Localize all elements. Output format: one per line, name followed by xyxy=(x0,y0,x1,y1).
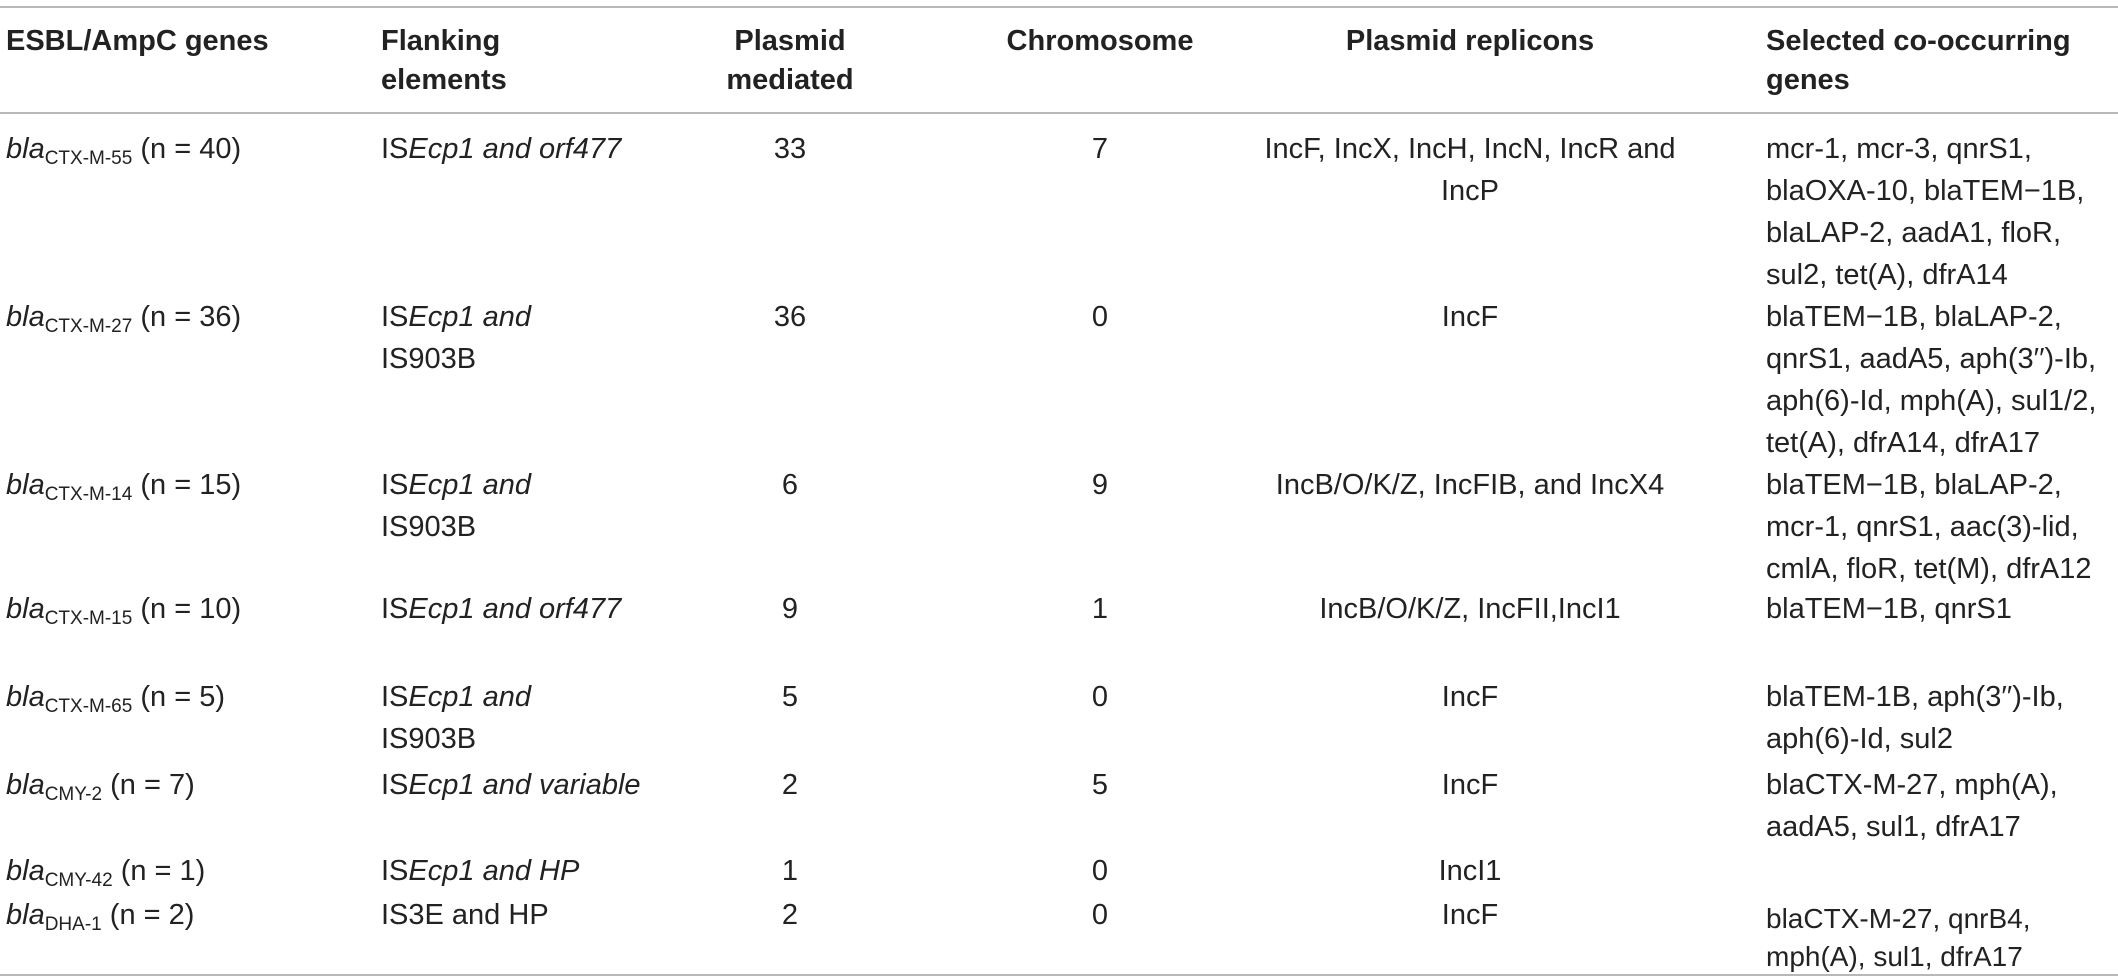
flanking-cell: ISEcp1 and HP xyxy=(381,855,580,887)
plasmid-count: 33 xyxy=(773,133,807,165)
header-chromosome: Chromosome xyxy=(1006,25,1194,57)
plasmid-count: 5 xyxy=(781,681,799,713)
flanking-cell: ISEcp1 and IS903B xyxy=(381,301,531,375)
flanking-cell: ISEcp1 and IS903B xyxy=(381,469,531,543)
gene-cell: blaDHA-1 (n = 2) xyxy=(6,899,195,935)
plasmid-count: 9 xyxy=(781,593,799,625)
table-header-rule xyxy=(0,112,2118,114)
table-bottom-rule xyxy=(0,974,2118,976)
replicons-cell: IncB/O/K/Z, IncFII,IncI1 xyxy=(1319,593,1621,625)
flanking-cell: ISEcp1 and variable xyxy=(381,769,641,801)
plasmid-count: 2 xyxy=(781,769,799,801)
chromosome-count: 7 xyxy=(1091,133,1109,165)
replicons-cell: IncF xyxy=(1441,899,1499,931)
flanking-cell: ISEcp1 and IS903B xyxy=(381,681,531,755)
gene-cell: blaCMY-2 (n = 7) xyxy=(6,769,195,805)
replicons-cell: IncF xyxy=(1441,301,1499,333)
replicons-cell: IncF xyxy=(1441,769,1499,801)
replicons-cell: IncB/O/K/Z, IncFIB, and IncX4 xyxy=(1275,469,1665,501)
gene-cell: blaCTX-M-15 (n = 10) xyxy=(6,593,242,629)
co-occurring-cell: mcr-1, mcr-3, qnrS1, blaOXA-10, blaTEM−1… xyxy=(1766,133,2085,291)
gene-cell: blaCTX-M-14 (n = 15) xyxy=(6,469,242,505)
replicons-cell: IncF, IncX, IncH, IncN, IncR and IncP xyxy=(1264,133,1676,207)
chromosome-count: 1 xyxy=(1091,593,1109,625)
gene-cell: blaCTX-M-55 (n = 40) xyxy=(6,133,242,169)
plasmid-count: 36 xyxy=(773,301,807,333)
chromosome-count: 9 xyxy=(1091,469,1109,501)
replicons-cell: IncI1 xyxy=(1438,855,1502,887)
flanking-cell: ISEcp1 and orf477 xyxy=(381,593,622,625)
table-top-rule xyxy=(0,6,2118,8)
chromosome-count: 5 xyxy=(1091,769,1109,801)
gene-cell: blaCTX-M-65 (n = 5) xyxy=(6,681,226,717)
gene-cell: blaCTX-M-27 (n = 36) xyxy=(6,301,242,337)
chromosome-count: 0 xyxy=(1091,301,1109,333)
plasmid-count: 1 xyxy=(781,855,799,887)
header-esbl-genes: ESBL/AmpC genes xyxy=(6,25,269,57)
co-occurring-cell: blaCTX-M-27, mph(A), aadA5, sul1, dfrA17 xyxy=(1766,769,2058,843)
plasmid-count: 2 xyxy=(781,899,799,931)
header-plasmid-replicons: Plasmid replicons xyxy=(1345,25,1595,57)
chromosome-count: 0 xyxy=(1091,899,1109,931)
co-occurring-cell: blaTEM-1B, aph(3′′)-Ib, aph(6)-Id, sul2 xyxy=(1766,681,2064,755)
flanking-cell: ISEcp1 and orf477 xyxy=(381,133,622,165)
header-flanking-elements: Flanking elements xyxy=(381,25,507,96)
co-occurring-cell: blaTEM−1B, blaLAP-2, mcr-1, qnrS1, aac(3… xyxy=(1766,469,2092,585)
header-plasmid-mediated: Plasmid mediated xyxy=(726,25,854,96)
replicons-cell: IncF xyxy=(1441,681,1499,713)
co-occurring-cell: blaTEM−1B, blaLAP-2, qnrS1, aadA5, aph(3… xyxy=(1766,301,2097,459)
gene-cell: blaCMY-42 (n = 1) xyxy=(6,855,206,891)
plasmid-count: 6 xyxy=(781,469,799,501)
co-occurring-cell: blaTEM−1B, qnrS1 xyxy=(1766,593,2012,625)
co-occurring-cell: blaCTX-M-27, qnrB4, mph(A), sul1, dfrA17 xyxy=(1766,903,2031,972)
flanking-cell: IS3E and HP xyxy=(381,899,549,931)
chromosome-count: 0 xyxy=(1091,855,1109,887)
chromosome-count: 0 xyxy=(1091,681,1109,713)
header-co-occurring-genes: Selected co-occurring genes xyxy=(1766,25,2071,96)
